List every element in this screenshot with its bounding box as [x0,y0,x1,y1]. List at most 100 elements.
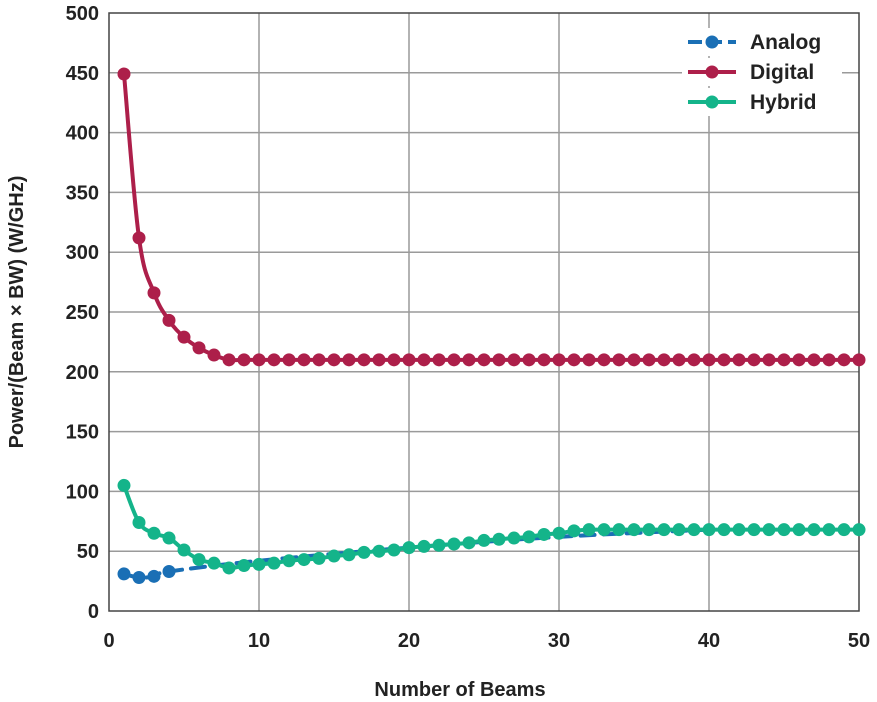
data-point-analog [162,565,176,579]
data-point-hybrid [837,523,851,537]
data-point-hybrid [162,531,176,545]
data-point-digital [552,353,566,367]
gridlines [109,13,859,611]
y-tick-label: 300 [66,242,99,264]
data-point-analog [147,569,161,583]
data-point-hybrid [402,541,416,555]
y-tick-label: 350 [66,182,99,204]
data-point-hybrid [267,556,281,570]
y-tick-label: 200 [66,362,99,384]
data-point-hybrid [732,523,746,537]
data-point-digital [837,353,851,367]
data-point-digital [717,353,731,367]
data-point-digital [747,353,761,367]
data-point-digital [777,353,791,367]
data-point-hybrid [522,530,536,544]
data-point-digital [387,353,401,367]
series-hybrid [117,478,866,575]
data-point-digital [642,353,656,367]
legend-item-digital: Digital [682,58,842,86]
data-point-hybrid [282,554,296,568]
data-point-hybrid [252,557,266,571]
data-point-digital [792,353,806,367]
data-point-hybrid [147,526,161,540]
legend: Analog Digital Hybrid [682,28,842,116]
data-point-digital [507,353,521,367]
data-point-hybrid [597,523,611,537]
data-point-digital [567,353,581,367]
data-point-hybrid [672,523,686,537]
data-point-hybrid [747,523,761,537]
data-point-digital [342,353,356,367]
series-digital [117,67,866,367]
y-tick-label: 400 [66,123,99,145]
data-point-hybrid [117,478,131,492]
data-point-hybrid [312,551,326,565]
y-tick-label: 500 [66,3,99,25]
data-point-hybrid [372,544,386,558]
x-tick-label: 0 [103,630,114,652]
data-point-hybrid [777,523,791,537]
data-point-hybrid [657,523,671,537]
legend-swatch-marker [705,35,719,49]
data-point-digital [732,353,746,367]
data-point-hybrid [357,545,371,559]
data-point-digital [252,353,266,367]
data-point-hybrid [132,515,146,529]
data-point-hybrid [507,531,521,545]
data-point-digital [597,353,611,367]
data-point-digital [207,348,221,362]
data-point-digital [462,353,476,367]
x-tick-label: 40 [698,630,720,652]
x-tick-label: 30 [548,630,570,652]
data-point-digital [687,353,701,367]
data-point-digital [312,353,326,367]
data-point-hybrid [807,523,821,537]
data-point-digital [522,353,536,367]
data-point-hybrid [717,523,731,537]
x-tick-label: 10 [248,630,270,652]
data-point-hybrid [762,523,776,537]
data-point-digital [117,67,131,81]
data-point-digital [417,353,431,367]
data-point-hybrid [207,556,221,570]
data-point-digital [267,353,281,367]
y-axis-ticks: 0 50 100 150 200 250 300 350 400 450 500 [66,3,99,623]
legend-label: Analog [750,31,821,54]
data-point-digital [447,353,461,367]
data-point-hybrid [417,539,431,553]
legend-item-analog: Analog [682,28,842,56]
data-point-digital [537,353,551,367]
data-point-digital [807,353,821,367]
data-point-hybrid [432,538,446,552]
data-point-hybrid [702,523,716,537]
data-point-digital [357,353,371,367]
data-point-hybrid [222,561,236,575]
data-point-digital [147,286,161,300]
data-point-digital [237,353,251,367]
data-point-digital [852,353,866,367]
data-point-hybrid [327,549,341,563]
y-tick-label: 50 [77,541,99,563]
y-tick-label: 100 [66,481,99,503]
x-tick-label: 50 [848,630,870,652]
data-point-hybrid [822,523,836,537]
data-point-hybrid [552,526,566,540]
data-point-hybrid [447,537,461,551]
data-point-digital [402,353,416,367]
x-axis-title: Number of Beams [374,679,545,701]
data-point-digital [477,353,491,367]
legend-label: Hybrid [750,91,817,114]
y-tick-label: 250 [66,302,99,324]
data-point-digital [162,313,176,327]
legend-swatch-marker [705,95,719,109]
data-point-hybrid [342,548,356,562]
data-point-hybrid [462,536,476,550]
data-point-digital [192,341,206,355]
data-point-digital [627,353,641,367]
data-point-digital [657,353,671,367]
series-layer [117,67,866,585]
data-point-hybrid [297,553,311,567]
